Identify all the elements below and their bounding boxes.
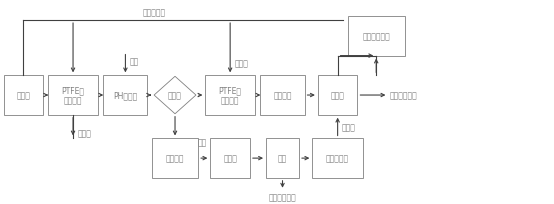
Text: 排回调节池: 排回调节池 <box>143 8 166 17</box>
FancyBboxPatch shape <box>152 139 198 178</box>
Text: 反冲洗: 反冲洗 <box>234 59 248 68</box>
Text: 树脂床: 树脂床 <box>331 91 345 100</box>
Text: 回收氧化铜: 回收氧化铜 <box>326 154 349 163</box>
FancyBboxPatch shape <box>211 139 250 178</box>
Text: 反冲洗: 反冲洗 <box>78 128 91 137</box>
Text: 液碱: 液碱 <box>130 57 139 66</box>
FancyBboxPatch shape <box>318 76 357 115</box>
Text: 中间水池: 中间水池 <box>273 91 292 100</box>
FancyBboxPatch shape <box>104 76 147 115</box>
FancyBboxPatch shape <box>206 76 255 115</box>
FancyBboxPatch shape <box>48 76 98 115</box>
FancyBboxPatch shape <box>266 139 299 178</box>
Text: 加热: 加热 <box>198 138 207 147</box>
FancyBboxPatch shape <box>260 76 305 115</box>
Text: 后续生化系统: 后续生化系统 <box>390 91 418 100</box>
Text: 初沉池: 初沉池 <box>168 91 182 100</box>
Text: PH调节池: PH调节池 <box>113 91 137 100</box>
FancyBboxPatch shape <box>3 76 43 115</box>
Text: 再生液: 再生液 <box>342 122 356 131</box>
Text: 水洗: 水洗 <box>278 154 287 163</box>
Text: 再生液收集池: 再生液收集池 <box>362 32 390 41</box>
FancyBboxPatch shape <box>347 17 405 56</box>
Text: 调节池: 调节池 <box>17 91 30 100</box>
FancyBboxPatch shape <box>312 139 363 178</box>
Text: 后续生化系统: 后续生化系统 <box>269 193 296 202</box>
Text: 烘干机: 烘干机 <box>223 154 237 163</box>
Text: PTFE膜
直滤系统: PTFE膜 直滤系统 <box>219 86 242 105</box>
Text: PTFE膜
直滤系统: PTFE膜 直滤系统 <box>61 86 85 105</box>
Polygon shape <box>154 77 196 114</box>
Text: 压滤设备: 压滤设备 <box>166 154 184 163</box>
